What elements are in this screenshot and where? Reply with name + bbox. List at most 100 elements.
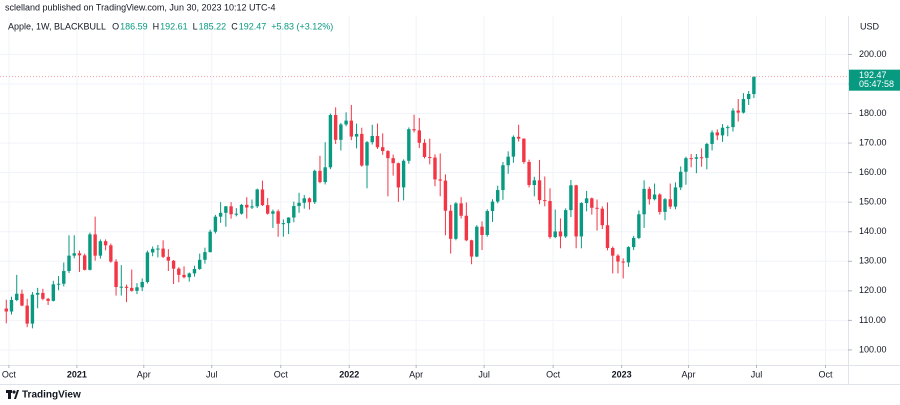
candle-body [119,286,123,288]
candle-body [396,163,401,188]
candle-body [684,158,688,172]
candle-body [166,256,171,261]
candle-body [637,214,641,238]
candle-body [752,76,756,95]
candle-body [699,157,704,159]
candle-body [731,110,735,128]
y-tick-label: 110.00 [859,315,886,325]
candle-body [150,248,155,253]
candle-body [140,281,144,288]
y-tick-label: 120.00 [859,285,887,295]
candle-body [333,114,338,140]
x-tick-label: Apr [682,369,696,379]
candle-body [25,305,29,324]
candle-body [438,179,442,181]
x-tick-label: Jul [478,369,490,379]
ohlc-label: H [153,21,160,31]
publisher: sclelland published on TradingView.com, … [5,2,276,12]
x-tick-label: 2022 [339,369,359,379]
price-tag [849,69,900,91]
candle-body [124,286,129,288]
candle-body [454,203,458,239]
candle-body [161,248,165,257]
candle-body [109,245,113,262]
candle-body [433,157,437,180]
candle-body [590,198,594,208]
candle-body [501,165,505,191]
candle-body [579,203,584,237]
candle-body [239,204,244,214]
candle-body [245,204,249,208]
x-tick-label: 2021 [67,369,87,379]
grid [0,16,848,365]
brand-logo [6,390,19,399]
y-tick-label: 130.00 [859,256,887,266]
candle-body [595,207,599,209]
price-tag-label: 192.47 [859,70,887,80]
candle-body [511,136,516,157]
candle-body [4,308,8,312]
candle-body [307,198,312,203]
candle-body [475,226,479,257]
candle-body [349,120,354,137]
candle-body [56,283,61,285]
candle-body [631,237,636,248]
candle-body [668,199,672,207]
candle-body [496,190,500,202]
candle-body [537,180,542,201]
candle-body [250,206,254,208]
ohlc-label: C [231,21,238,31]
candle-body [689,158,693,160]
candle-body [720,127,725,136]
candle-body [198,259,202,269]
candle-body [182,274,186,278]
candle-body [339,124,343,140]
x-tick-label: Jul [751,369,763,379]
x-tick-label: 2023 [612,369,632,379]
candle-body [611,247,615,256]
candle-body [621,261,625,263]
candle-body [302,198,306,203]
candle-body [354,133,359,137]
candle-body [616,255,620,262]
candle-body [103,241,108,246]
candle-body [715,132,719,136]
candle-body [480,226,484,235]
ohlc-value: 185.22 [199,21,227,31]
ohlc-value: 192.47 [239,21,267,31]
candle-body [694,157,699,159]
candle-body [548,200,552,238]
candle-body [746,94,751,100]
ohlc-value: 186.59 [120,21,148,31]
y-tick-label: 140.00 [859,226,887,236]
candle-body [135,287,139,291]
candle-body [658,194,662,212]
candle-body [271,211,275,214]
candle-body [265,205,270,214]
candle-body [41,292,45,299]
candle-body [255,189,259,207]
candle-body [114,261,118,287]
candle-body [642,188,646,215]
x-tick-label: Oct [546,369,561,379]
candle-body [553,231,557,238]
candle-body [313,170,317,203]
candle-body [177,268,181,275]
candle-body [663,199,667,212]
candle-body [20,293,24,306]
candle-body [218,212,223,217]
y-tick-label: 100.00 [859,344,887,354]
candle-body [464,215,469,241]
chart-title: Apple, 1W, BLACKBULL [8,21,106,31]
candle-body [412,129,416,131]
x-tick-label: Jul [206,369,218,379]
candle-body [563,210,568,237]
candle-body [229,206,233,215]
candle-body [208,231,212,253]
candle-body [375,135,380,148]
candle-body [543,200,547,202]
candle-body [626,247,631,263]
candle-body [281,223,286,225]
candle-body [67,255,71,272]
